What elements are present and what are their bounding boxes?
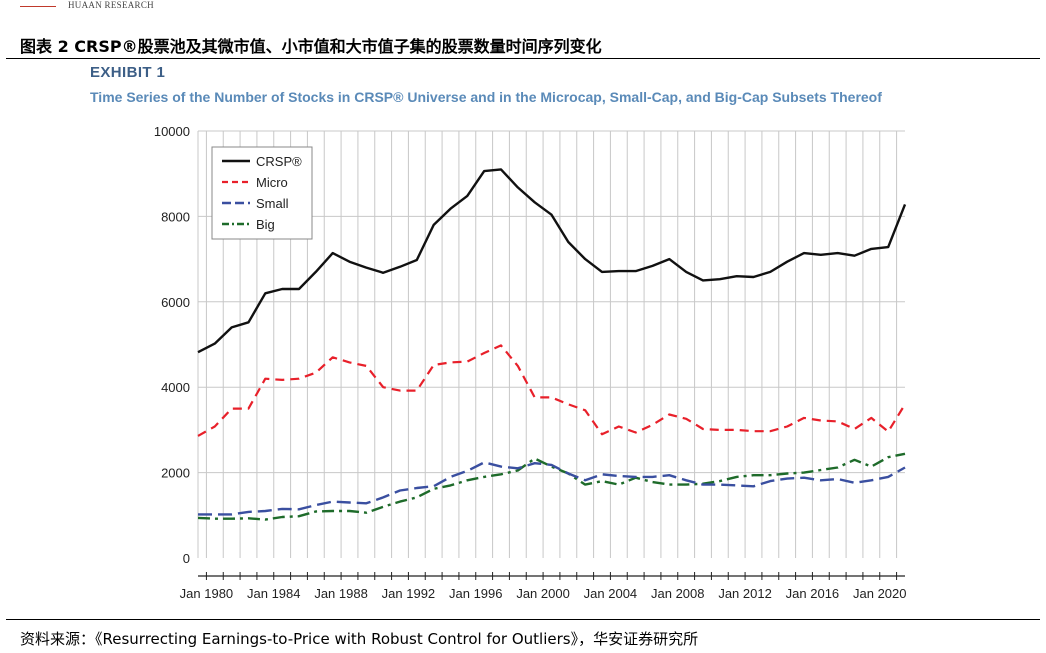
y-tick-label: 8000 (161, 209, 190, 224)
series-line-dashdot (197, 452, 906, 521)
x-tick-label: Jan 2020 (853, 586, 907, 601)
y-tick-label: 6000 (161, 295, 190, 310)
legend-label: Small (256, 196, 289, 211)
source-note: 资料来源：《Resurrecting Earnings-to-Price wit… (20, 630, 699, 648)
series-line-dashed (197, 344, 906, 437)
header-accent-line (20, 6, 56, 7)
x-tick-label: Jan 1992 (382, 586, 436, 601)
y-tick-label: 10000 (154, 124, 190, 139)
y-tick-label: 2000 (161, 466, 190, 481)
source-rule (6, 619, 1040, 620)
line-chart: 0 2000 4000 6000 8000 10000 Jan 1980 Jan 1984 Ja… (154, 124, 907, 601)
x-tick-label: Jan 1996 (449, 586, 503, 601)
header-brand: HUAAN RESEARCH (68, 0, 154, 10)
series-line-solid (197, 168, 907, 354)
x-tick-label: Jan 2016 (786, 586, 840, 601)
x-tick-label: Jan 1980 (180, 586, 234, 601)
title-rule (6, 58, 1040, 59)
legend-label: Big (256, 217, 275, 232)
x-tick-label: Jan 2004 (584, 586, 638, 601)
exhibit-label: EXHIBIT 1 (90, 64, 166, 81)
legend-label: Micro (256, 175, 288, 190)
y-tick-label: 4000 (161, 380, 190, 395)
figure-title: 图表 2 CRSP®股票池及其微市值、小市值和大市值子集的股票数量时间序列变化 (20, 37, 602, 56)
x-tick-label: Jan 2000 (516, 586, 570, 601)
x-tick-label: Jan 2012 (718, 586, 772, 601)
x-tick-label: Jan 2008 (651, 586, 705, 601)
legend-label: CRSP® (256, 154, 302, 169)
series-line-longdash (198, 461, 906, 516)
x-tick-label: Jan 1984 (247, 586, 301, 601)
y-tick-label: 0 (183, 551, 190, 566)
x-tick-label: Jan 1988 (314, 586, 368, 601)
chart-subtitle: Time Series of the Number of Stocks in C… (90, 89, 882, 105)
